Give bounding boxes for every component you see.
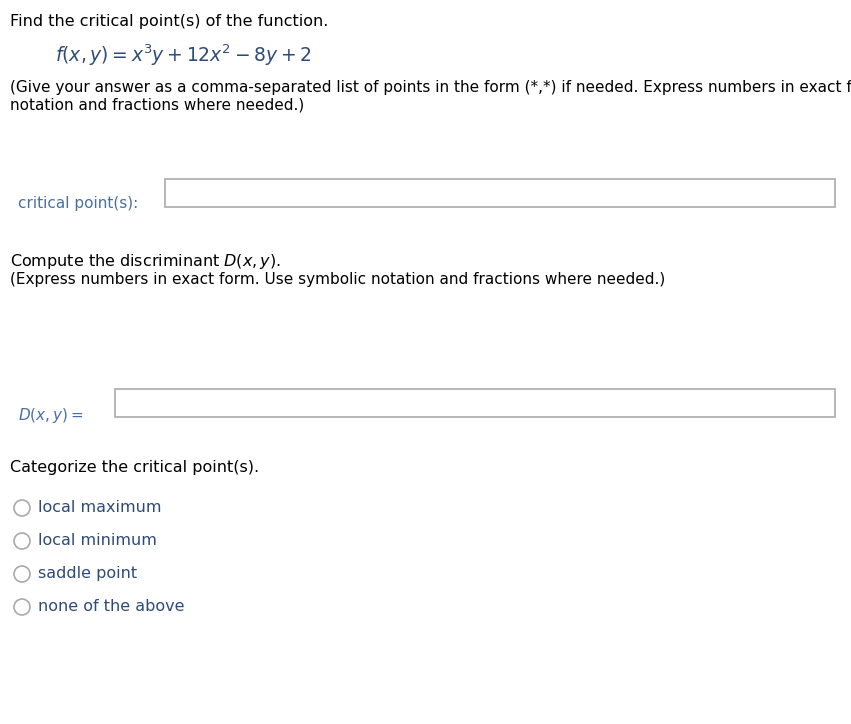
Text: saddle point: saddle point	[38, 566, 137, 581]
Text: (Express numbers in exact form. Use symbolic notation and fractions where needed: (Express numbers in exact form. Use symb…	[10, 272, 665, 287]
FancyBboxPatch shape	[115, 389, 835, 417]
Circle shape	[14, 566, 30, 582]
Text: local maximum: local maximum	[38, 500, 162, 515]
Text: critical point(s):: critical point(s):	[18, 196, 138, 211]
Text: $D(x, y) =$: $D(x, y) =$	[18, 406, 83, 425]
Text: local minimum: local minimum	[38, 533, 157, 548]
Circle shape	[14, 599, 30, 615]
FancyBboxPatch shape	[165, 179, 835, 207]
Text: none of the above: none of the above	[38, 599, 185, 614]
Text: Compute the discriminant $D(x, y)$.: Compute the discriminant $D(x, y)$.	[10, 252, 281, 271]
Circle shape	[14, 500, 30, 516]
Text: notation and fractions where needed.): notation and fractions where needed.)	[10, 97, 305, 112]
Text: Categorize the critical point(s).: Categorize the critical point(s).	[10, 460, 259, 475]
Circle shape	[14, 533, 30, 549]
Text: (Give your answer as a comma-separated list of points in the form (*,*) if neede: (Give your answer as a comma-separated l…	[10, 80, 851, 95]
Text: Find the critical point(s) of the function.: Find the critical point(s) of the functi…	[10, 14, 328, 29]
Text: $f(x, y) = x^3y + 12x^2 - 8y + 2$: $f(x, y) = x^3y + 12x^2 - 8y + 2$	[55, 42, 311, 67]
